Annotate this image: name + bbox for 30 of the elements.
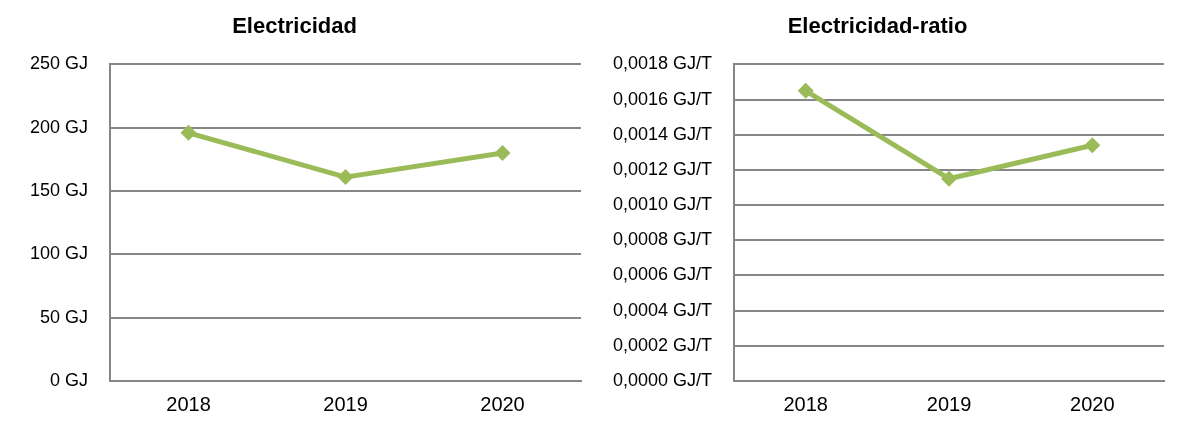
y-tick-label: 100 GJ: [29, 243, 89, 264]
y-tick-label: 0,0010 GJ/T: [612, 194, 713, 215]
y-tick-label: 0,0002 GJ/T: [612, 334, 713, 355]
y-tick-label: 50 GJ: [40, 306, 89, 327]
y-tick-label: 0,0004 GJ/T: [612, 299, 713, 320]
y-tick-label: 0,0012 GJ/T: [612, 158, 713, 179]
y-tick-label: 0,0006 GJ/T: [612, 264, 713, 285]
y-tick-label: 200 GJ: [29, 116, 89, 137]
point: [941, 170, 958, 187]
x-tick-label: 2020: [1070, 392, 1115, 415]
y-tick-label: 0,0014 GJ/T: [612, 123, 713, 144]
point: [797, 82, 814, 99]
x-tick-label: 2020: [480, 392, 525, 415]
y-tick-label: 0,0018 GJ/T: [612, 53, 713, 74]
y-tick-label: 0,0016 GJ/T: [612, 88, 713, 109]
y-tick-label: 0,0008 GJ/T: [612, 229, 713, 250]
point: [337, 169, 354, 186]
y-tick-label: 0,0000 GJ/T: [612, 369, 713, 390]
point: [1084, 137, 1101, 154]
x-tick-label: 2019: [323, 392, 368, 415]
y-tick-label: 0 GJ: [50, 369, 89, 390]
chart-title: Electricidad: [232, 13, 357, 39]
point: [180, 124, 197, 141]
x-tick-label: 2019: [926, 392, 972, 415]
x-tick-label: 2018: [166, 392, 211, 415]
point: [494, 145, 511, 162]
y-tick-label: 150 GJ: [29, 180, 89, 201]
x-tick-label: 2018: [783, 392, 828, 415]
y-tick-label: 250 GJ: [29, 53, 89, 74]
chart-title: Electricidad-ratio: [787, 13, 968, 39]
